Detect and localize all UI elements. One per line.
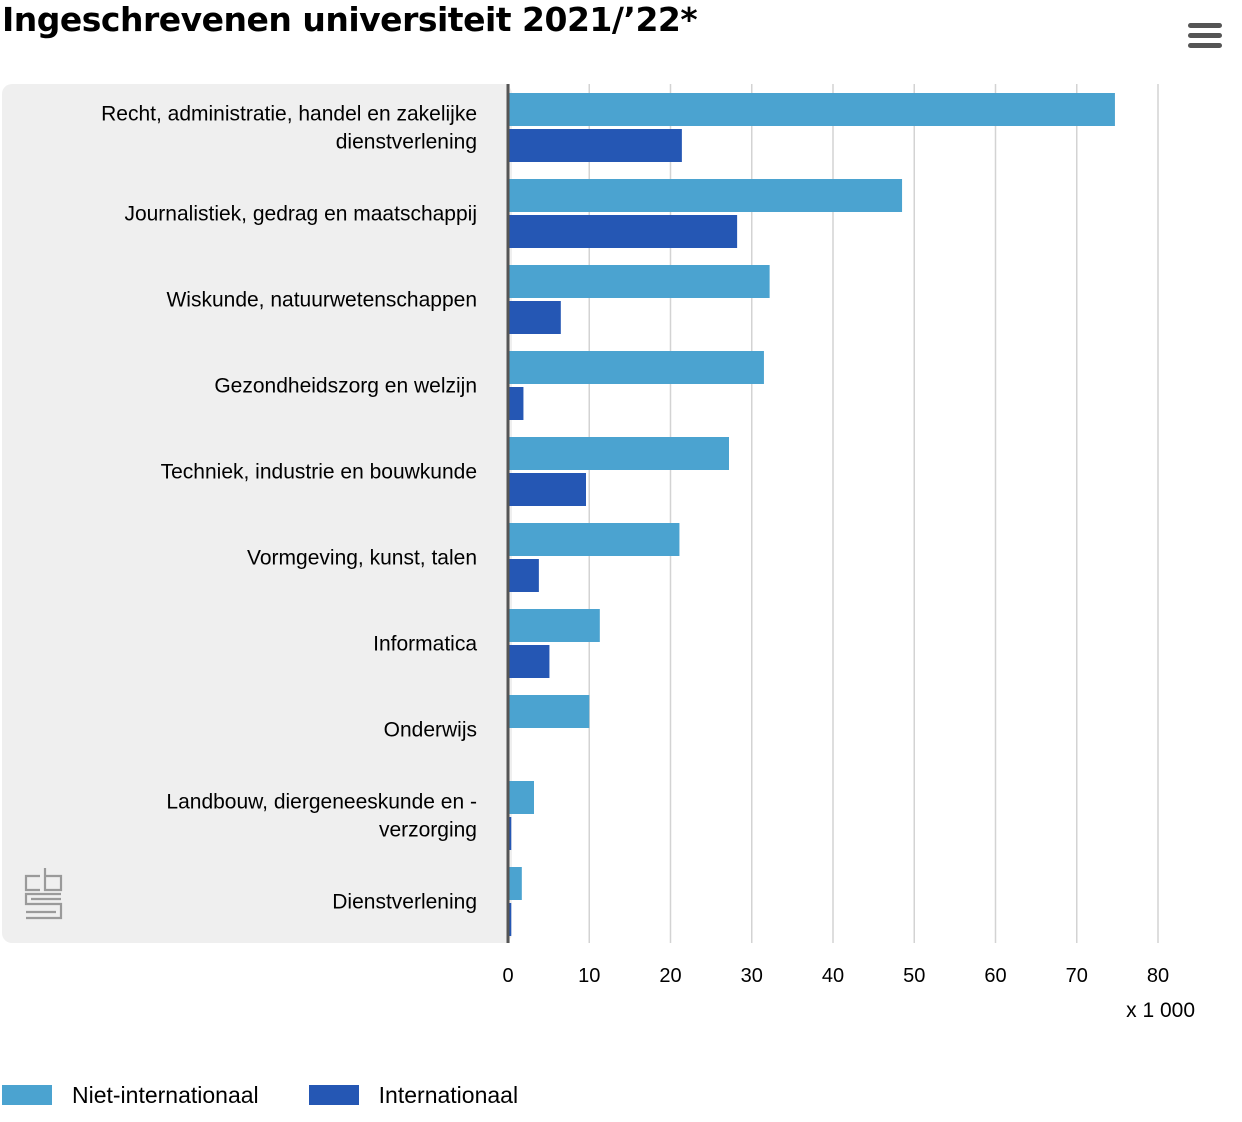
- bar-niet-internationaal: [508, 867, 522, 900]
- bar-niet-internationaal: [508, 265, 770, 298]
- x-tick-label: 30: [741, 965, 763, 987]
- category-label: Landbouw, diergeneeskunde en -verzorging: [166, 791, 477, 842]
- legend-item-internationaal[interactable]: Internationaal: [308, 1081, 519, 1109]
- bar-internationaal: [508, 129, 682, 162]
- legend: Niet-internationaal Internationaal: [2, 1078, 568, 1112]
- bar-niet-internationaal: [508, 781, 534, 814]
- bar-internationaal: [508, 301, 561, 334]
- category-label: Recht, administratie, handel en zakelijk…: [101, 103, 477, 154]
- bar-niet-internationaal: [508, 351, 764, 384]
- chart-title: Ingeschrevenen universiteit 2021/’22*: [2, 0, 698, 39]
- legend-label-niet-internationaal: Niet-internationaal: [72, 1081, 259, 1108]
- legend-swatch-niet-internationaal: [2, 1085, 52, 1105]
- category-label: Vormgeving, kunst, talen: [247, 547, 477, 570]
- category-label: Informatica: [373, 633, 477, 656]
- bar-niet-internationaal: [508, 695, 590, 728]
- bar-niet-internationaal: [508, 93, 1115, 126]
- legend-item-niet-internationaal[interactable]: Niet-internationaal: [2, 1082, 259, 1109]
- x-tick-label: 80: [1147, 965, 1169, 987]
- bar-internationaal: [508, 903, 512, 936]
- plot-label-background: [2, 84, 512, 943]
- x-tick-label: 50: [903, 965, 925, 987]
- bar-internationaal: [508, 559, 539, 592]
- hamburger-icon[interactable]: [1184, 20, 1224, 52]
- bar-internationaal: [508, 387, 524, 420]
- category-label: Onderwijs: [384, 719, 477, 742]
- x-tick-label: 60: [984, 965, 1006, 987]
- bar-niet-internationaal: [508, 179, 903, 212]
- bar-internationaal: [508, 473, 586, 506]
- x-tick-label: 70: [1066, 965, 1088, 987]
- legend-label-internationaal: Internationaal: [378, 1081, 519, 1108]
- bar-niet-internationaal: [508, 437, 729, 470]
- category-label: Dienstverlening: [332, 891, 477, 914]
- legend-swatch-internationaal: [308, 1085, 359, 1105]
- cbs-logo-icon: [24, 868, 63, 920]
- bar-niet-internationaal: [508, 609, 600, 642]
- category-label: Journalistiek, gedrag en maatschappij: [124, 203, 477, 226]
- bar-chart: Recht, administratie, handel en zakelijk…: [2, 84, 1169, 987]
- x-tick-label: 40: [822, 965, 844, 987]
- x-tick-label: 0: [502, 965, 513, 987]
- category-label: Gezondheidszorg en welzijn: [214, 375, 477, 398]
- bar-internationaal: [508, 215, 738, 248]
- bar-internationaal: [508, 817, 512, 850]
- x-axis-unit-label: x 1 000: [1126, 999, 1195, 1022]
- category-label: Wiskunde, natuurwetenschappen: [166, 289, 477, 312]
- x-tick-label: 20: [659, 965, 681, 987]
- x-tick-label: 10: [578, 965, 600, 987]
- bar-niet-internationaal: [508, 523, 680, 556]
- category-label: Techniek, industrie en bouwkunde: [161, 461, 477, 484]
- bar-internationaal: [508, 645, 550, 678]
